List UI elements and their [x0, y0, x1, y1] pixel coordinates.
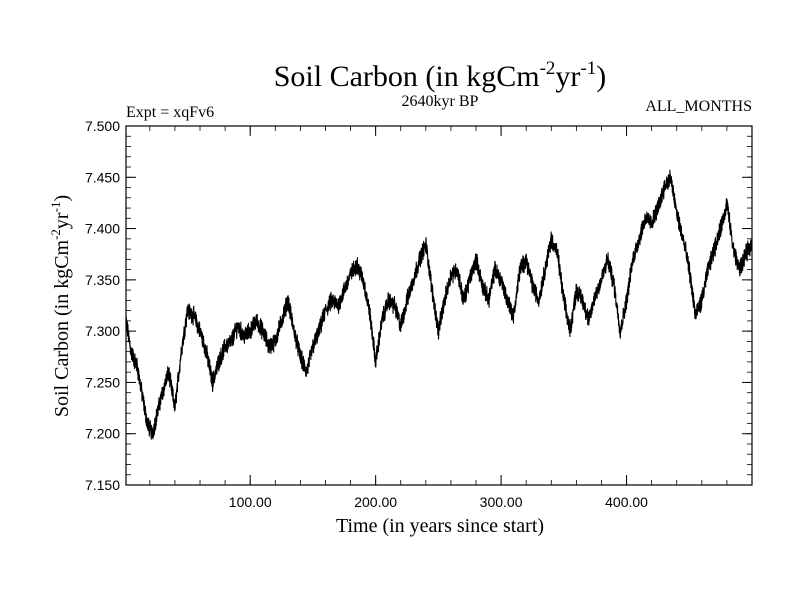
y-tick-label: 7.450 — [85, 169, 120, 185]
x-axis-label: Time (in years since start) — [336, 515, 544, 537]
chart-subtitle: 2640kyr BP — [402, 93, 479, 110]
months-label: ALL_MONTHS — [645, 98, 752, 115]
x-tick-label: 100.00 — [229, 494, 272, 510]
y-tick-label: 7.150 — [85, 477, 120, 493]
y-tick-label: 7.300 — [85, 323, 120, 339]
series-layer — [125, 169, 753, 440]
y-tick-label: 7.350 — [85, 272, 120, 288]
experiment-label: Expt = xqFv6 — [126, 104, 214, 121]
series-line-soil-carbon — [125, 169, 753, 440]
x-tick-label: 300.00 — [480, 494, 523, 510]
y-tick-label: 7.250 — [85, 374, 120, 390]
axis-ticks: 7.150 7.200 7.250 7.300 7.350 7.400 7.450 7.500… — [85, 118, 752, 510]
y-tick-label: 7.200 — [85, 426, 120, 442]
y-tick-label: 7.500 — [85, 118, 120, 134]
chart-title: Soil Carbon (in kgCm-2yr-1) — [274, 58, 607, 93]
plot-frame — [125, 125, 753, 486]
y-tick-label: 7.400 — [85, 221, 120, 237]
x-tick-label: 400.00 — [605, 494, 648, 510]
x-tick-label: 200.00 — [354, 494, 397, 510]
y-axis-label: Soil Carbon (in kgCm-2yr-1) — [48, 195, 73, 417]
